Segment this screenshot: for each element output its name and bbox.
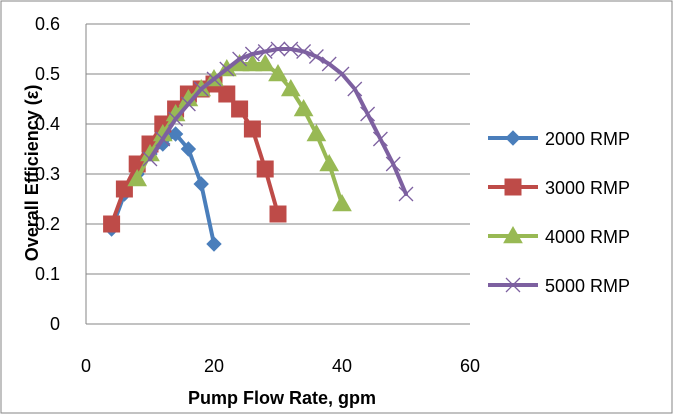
legend-label: 4000 RMP: [545, 227, 630, 247]
y-tick-label: 0.5: [35, 64, 60, 84]
data-point-square: [244, 121, 260, 137]
y-tick-label: 0: [50, 314, 60, 334]
data-point-square: [219, 86, 235, 102]
legend-item: 3000 RMP: [488, 178, 630, 198]
x-axis-title: Pump Flow Rate, gpm: [188, 388, 376, 408]
y-tick-label: 0.1: [35, 264, 60, 284]
legend-label: 3000 RMP: [545, 178, 630, 198]
x-tick-label: 40: [332, 356, 352, 376]
data-point-square: [232, 101, 248, 117]
y-tick-label: 0.6: [35, 14, 60, 34]
y-axis-title: Overall Efficiency (ε): [22, 85, 42, 262]
data-point-square: [104, 216, 120, 232]
data-point-square: [505, 179, 521, 195]
legend-label: 2000 RMP: [545, 129, 630, 149]
x-tick-label: 20: [204, 356, 224, 376]
data-point-square: [257, 161, 273, 177]
x-tick-label: 0: [81, 356, 91, 376]
data-point-square: [270, 206, 286, 222]
legend-label: 5000 RMP: [545, 276, 630, 296]
x-tick-label: 60: [460, 356, 480, 376]
